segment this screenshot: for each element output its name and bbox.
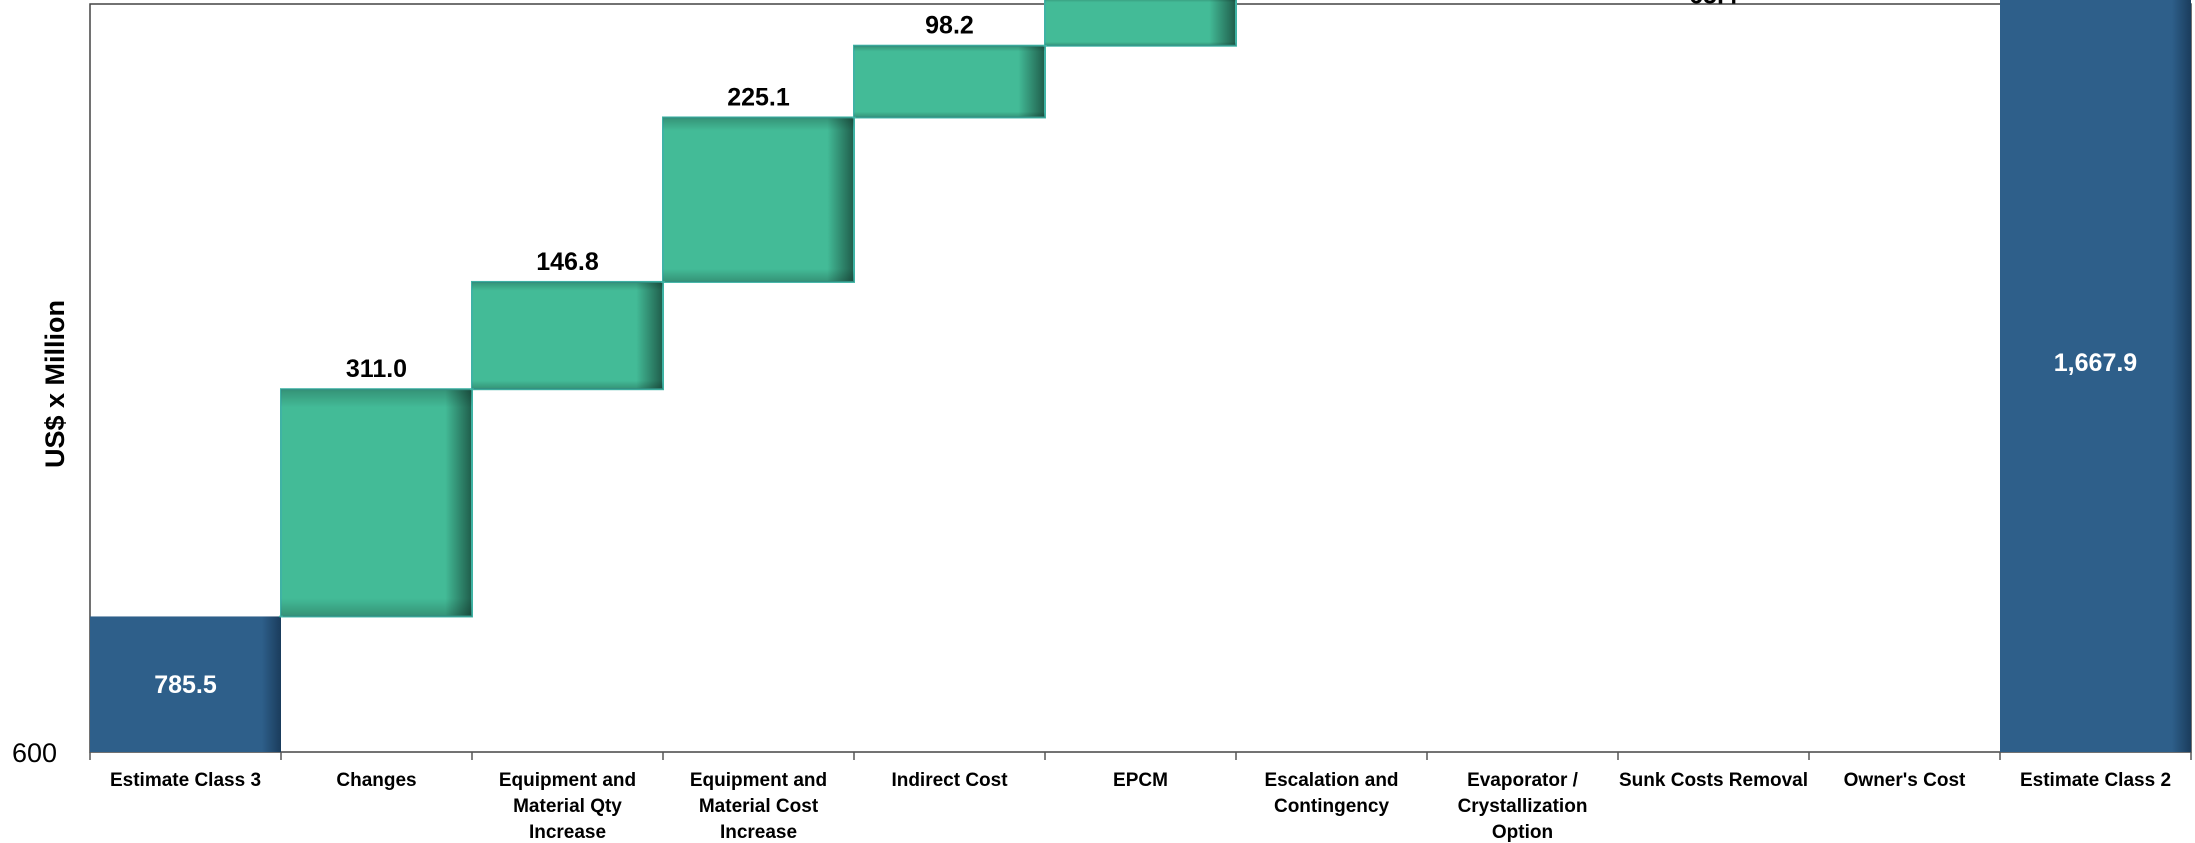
x-tick-label-epcm: EPCM bbox=[1113, 770, 1168, 791]
bar-shade-changes bbox=[281, 389, 472, 617]
x-tick-label-equipment-and-material-qty-increase: Equipment and Material Qty Increase bbox=[499, 770, 636, 843]
bar-shade-indirect-cost bbox=[854, 45, 1045, 118]
x-tick-label-owner-s-cost: Owner's Cost bbox=[1844, 770, 1966, 791]
bar-estimate-class-3 bbox=[90, 616, 281, 752]
x-axis: Estimate Class 3 Changes Equipment and Mate… bbox=[89, 752, 2192, 843]
data-label-indirect-cost: 98.2 bbox=[925, 12, 974, 40]
data-label-sunk-costs-removal: 65.4 bbox=[1689, 0, 1738, 10]
data-label-estimate-class-3: 785.5 bbox=[154, 671, 217, 699]
x-tick-label-sunk-costs-removal: Sunk Costs Removal bbox=[1619, 770, 1808, 791]
data-label-equipment-and-material-qty-increase: 146.8 bbox=[536, 248, 599, 276]
y-axis-label: US$ x Million bbox=[40, 300, 70, 468]
x-tick-label-escalation-and-contingency: Escalation and Contingency bbox=[1264, 770, 1398, 817]
x-tick-label-indirect-cost: Indirect Cost bbox=[891, 770, 1008, 791]
bar-group bbox=[90, 0, 2191, 752]
x-tick-label-estimate-class-2: Estimate Class 2 bbox=[2020, 770, 2171, 791]
x-tick-label-equipment-and-material-cost-increase: Equipment and Material Cost Increase bbox=[690, 770, 827, 843]
bar-shade-equipment-and-material-qty-increase bbox=[472, 281, 663, 390]
data-label-group: 785.5311.0146.8225.198.264.5122.121.365.… bbox=[154, 0, 2137, 699]
connector-group bbox=[279, 44, 1047, 618]
x-tick-label-changes: Changes bbox=[336, 770, 416, 791]
data-label-changes: 311.0 bbox=[346, 355, 407, 383]
data-label-estimate-class-2: 1,667.9 bbox=[2054, 349, 2137, 377]
data-label-equipment-and-material-cost-increase: 225.1 bbox=[727, 83, 790, 111]
x-tick-label-estimate-class-3: Estimate Class 3 bbox=[110, 770, 261, 791]
bar-estimate-class-2 bbox=[2000, 0, 2191, 752]
bar-shade-equipment-and-material-cost-increase bbox=[663, 117, 854, 282]
plot-area bbox=[89, 3, 2192, 753]
bar-shade-epcm bbox=[1045, 0, 1236, 46]
y-tick-label: 600 bbox=[12, 738, 57, 768]
x-tick-label-evaporator-crystallization-option: Evaporator / Crystallization Option bbox=[1458, 770, 1588, 843]
